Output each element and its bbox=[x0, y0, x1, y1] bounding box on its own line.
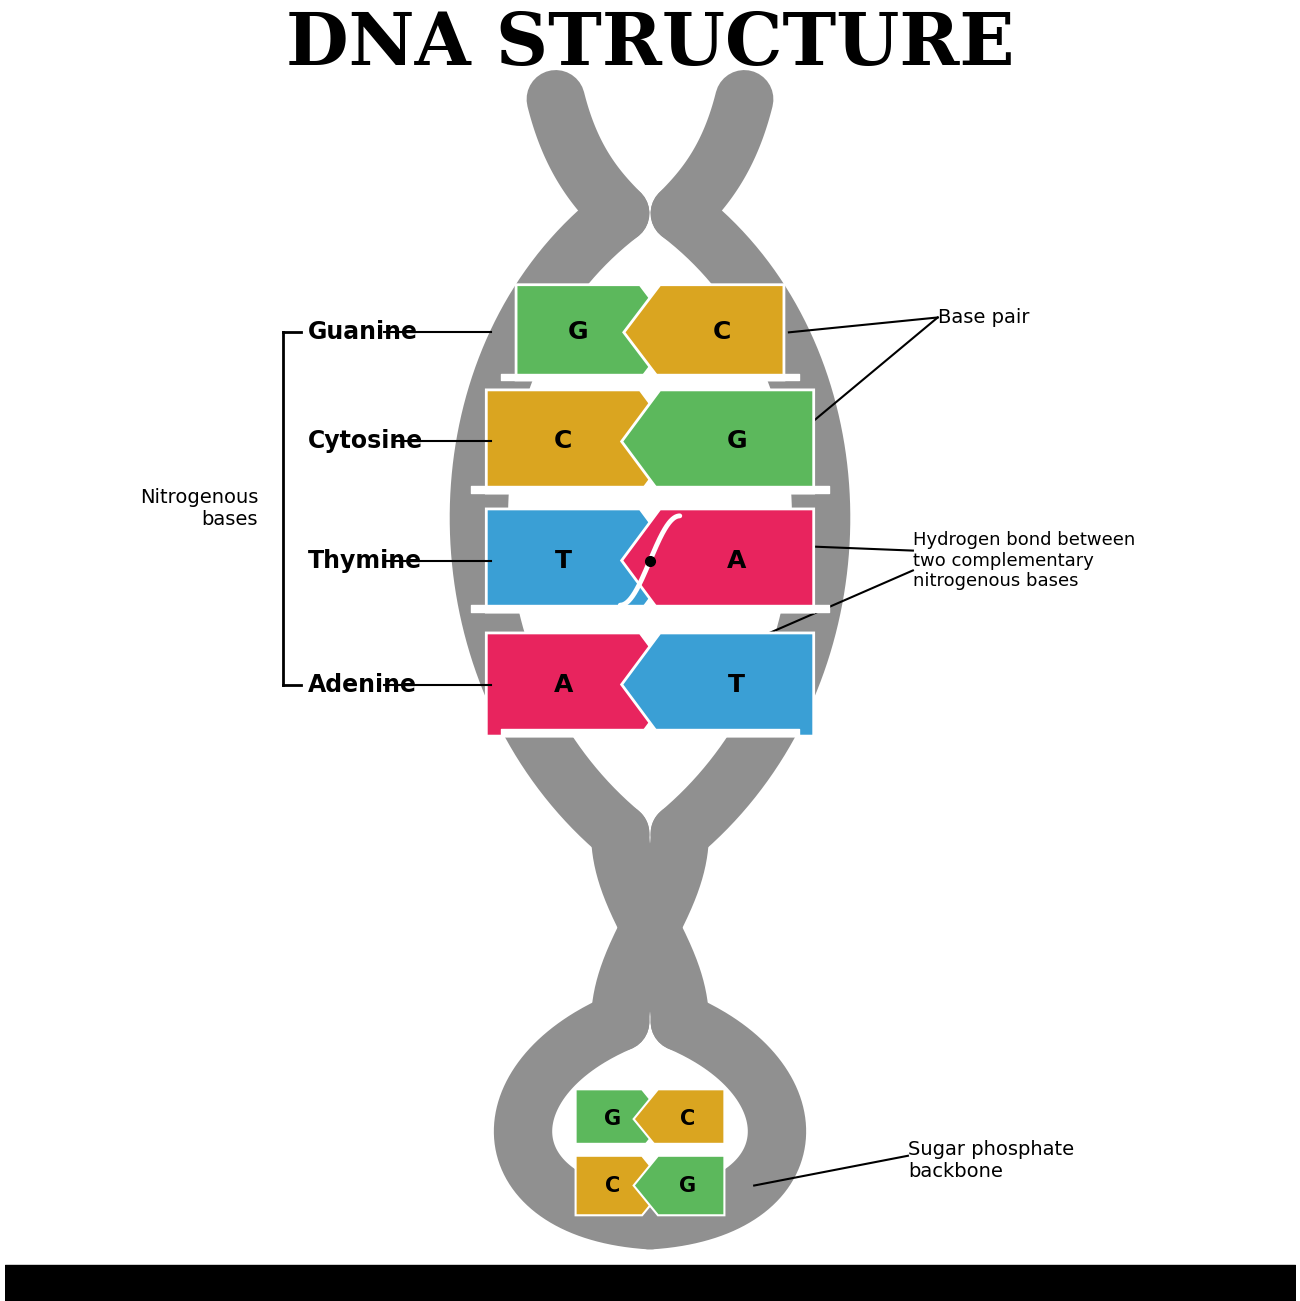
Text: A: A bbox=[554, 673, 573, 696]
Polygon shape bbox=[486, 634, 679, 736]
Polygon shape bbox=[633, 1155, 724, 1215]
Text: C: C bbox=[554, 429, 572, 454]
Text: Base pair: Base pair bbox=[937, 308, 1030, 327]
Text: Hydrogen bond between
two complementary
nitrogenous bases: Hydrogen bond between two complementary … bbox=[913, 531, 1135, 591]
Text: Thymine: Thymine bbox=[308, 549, 422, 572]
Text: T: T bbox=[555, 549, 572, 572]
Polygon shape bbox=[621, 509, 814, 611]
Text: Nitrogenous
bases: Nitrogenous bases bbox=[140, 488, 259, 530]
Text: G: G bbox=[568, 320, 589, 345]
Polygon shape bbox=[633, 1089, 724, 1149]
Polygon shape bbox=[486, 390, 679, 493]
Text: C: C bbox=[680, 1108, 694, 1129]
Text: Adenine: Adenine bbox=[308, 673, 417, 696]
Text: A: A bbox=[727, 549, 746, 572]
Polygon shape bbox=[516, 285, 676, 380]
Polygon shape bbox=[624, 285, 784, 380]
Text: G: G bbox=[604, 1108, 621, 1129]
Text: Guanine: Guanine bbox=[308, 320, 417, 345]
Text: Cytosine: Cytosine bbox=[308, 429, 422, 454]
Polygon shape bbox=[576, 1089, 667, 1149]
Text: C: C bbox=[712, 320, 731, 345]
Text: DNA STRUCTURE: DNA STRUCTURE bbox=[286, 9, 1014, 81]
Text: Sugar phosphate
backbone: Sugar phosphate backbone bbox=[907, 1140, 1074, 1181]
Text: T: T bbox=[728, 673, 745, 696]
Polygon shape bbox=[576, 1155, 667, 1215]
Polygon shape bbox=[486, 509, 679, 611]
Text: G: G bbox=[679, 1176, 696, 1196]
Polygon shape bbox=[621, 634, 814, 736]
Text: C: C bbox=[606, 1176, 620, 1196]
Text: G: G bbox=[727, 429, 747, 454]
Polygon shape bbox=[621, 390, 814, 493]
